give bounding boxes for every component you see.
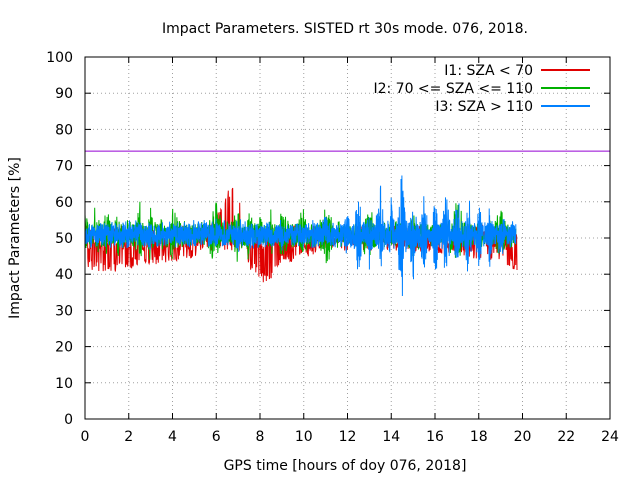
y-tick-label: 0 (64, 412, 73, 428)
y-tick-label: 80 (55, 122, 73, 138)
x-tick-label: 14 (382, 429, 400, 445)
x-tick-label: 4 (168, 429, 177, 445)
x-tick-label: 12 (339, 429, 357, 445)
axis-ticks: 0 2 4 6 8 10 12 14 16 18 20 22 240102030405060708090… (46, 50, 619, 445)
chart-title: Impact Parameters. SISTED rt 30s mode. 0… (162, 21, 528, 37)
y-tick-label: 20 (55, 340, 73, 356)
y-tick-label: 70 (55, 159, 73, 175)
series-i3 (85, 175, 517, 297)
legend-label-i2: I2: 70 <= SZA <= 110 (373, 81, 533, 97)
plot-frame (84, 56, 611, 420)
x-tick-label: 8 (256, 429, 265, 445)
x-tick-label: 2 (124, 429, 133, 445)
legend: I1: SZA < 70 I2: 70 <= SZA <= 110 I3: SZ… (373, 63, 590, 115)
x-tick-label: 18 (470, 429, 488, 445)
x-axis-label: GPS time [hours of doy 076, 2018] (224, 458, 467, 474)
x-tick-label: 6 (212, 429, 221, 445)
plot-area (85, 150, 610, 297)
y-tick-label: 50 (55, 231, 73, 247)
x-tick-label: 20 (514, 429, 532, 445)
x-tick-label: 0 (81, 429, 90, 445)
y-tick-label: 30 (55, 303, 73, 319)
y-axis-label: Impact Parameters [%] (7, 157, 23, 319)
x-tick-label: 10 (295, 429, 313, 445)
legend-label-i1: I1: SZA < 70 (444, 63, 533, 79)
x-tick-label: 24 (601, 429, 619, 445)
legend-label-i3: I3: SZA > 110 (435, 99, 533, 115)
y-tick-label: 40 (55, 267, 73, 283)
x-tick-label: 22 (557, 429, 575, 445)
y-tick-label: 100 (46, 50, 73, 66)
y-tick-label: 10 (55, 376, 73, 392)
y-tick-label: 90 (55, 86, 73, 102)
y-tick-label: 60 (55, 195, 73, 211)
series-layer (85, 175, 518, 297)
x-tick-label: 16 (426, 429, 444, 445)
